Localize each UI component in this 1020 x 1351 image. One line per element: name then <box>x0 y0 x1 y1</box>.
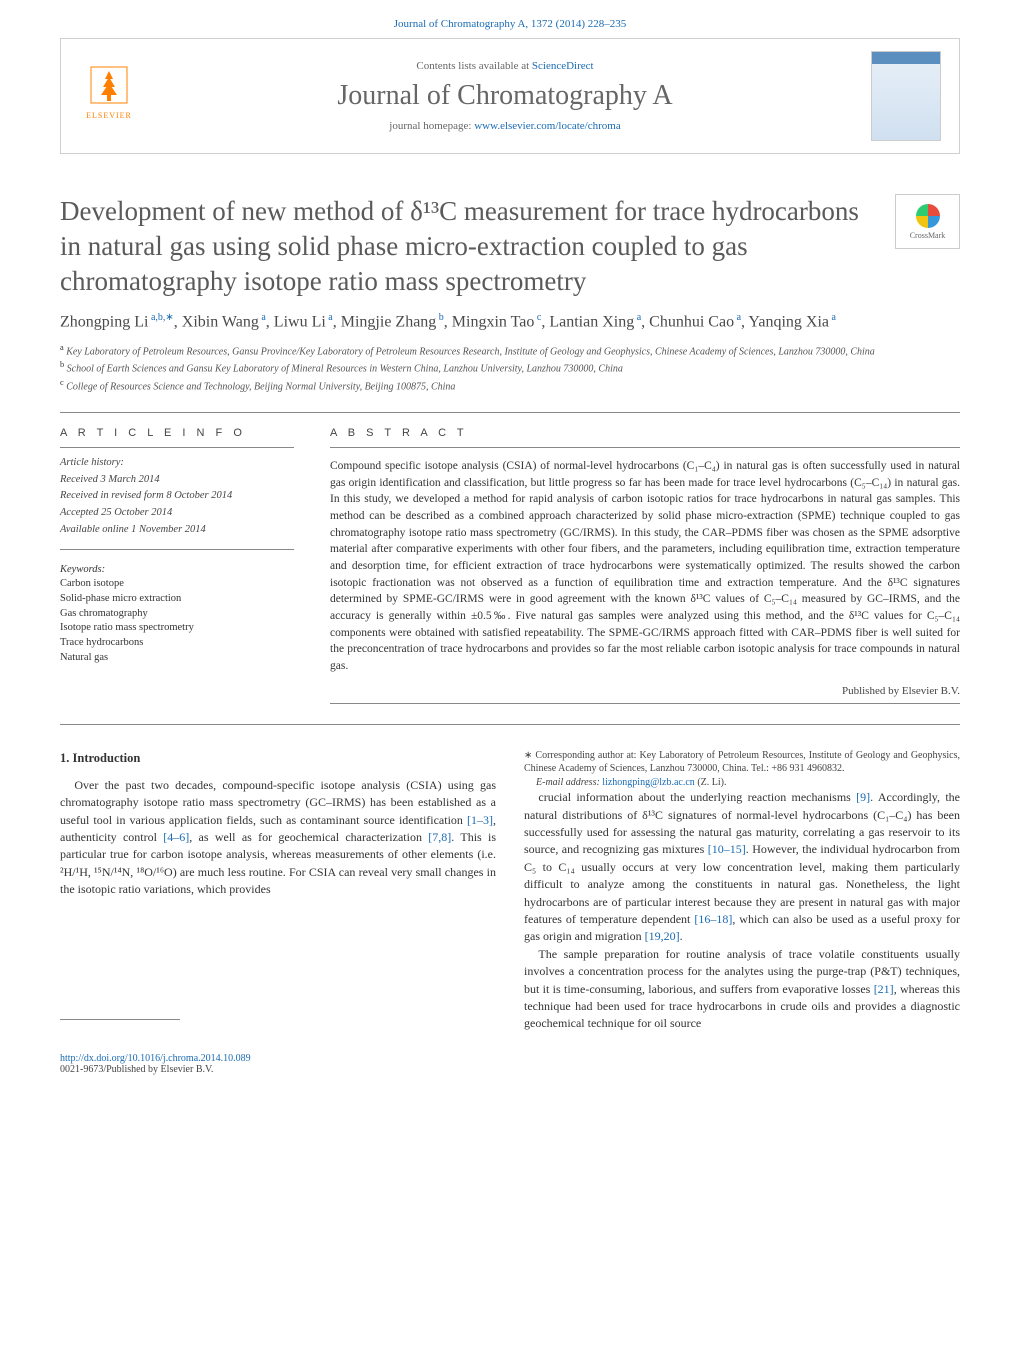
journal-name: Journal of Chromatography A <box>139 80 871 112</box>
elsevier-tree-icon <box>85 61 133 109</box>
keyword: Carbon isotope <box>60 577 294 592</box>
article-info-column: A R T I C L E I N F O Article history: R… <box>60 413 312 718</box>
homepage-prefix: journal homepage: <box>389 120 474 132</box>
doi-link[interactable]: http://dx.doi.org/10.1016/j.chroma.2014.… <box>60 1053 960 1064</box>
history-revised: Received in revised form 8 October 2014 <box>60 489 294 504</box>
history-online: Available online 1 November 2014 <box>60 523 294 538</box>
corr-email[interactable]: lizhongping@lzb.ac.cn <box>602 777 695 788</box>
publisher-line: Published by Elsevier B.V. <box>330 685 960 697</box>
abstract-text: Compound specific isotope analysis (CSIA… <box>330 458 960 675</box>
keyword: Natural gas <box>60 651 294 666</box>
ref-link[interactable]: [7,8] <box>428 830 451 844</box>
elsevier-text: ELSEVIER <box>86 111 132 120</box>
article-info-heading: A R T I C L E I N F O <box>60 427 294 439</box>
crossmark-label: CrossMark <box>910 231 946 240</box>
email-post: (Z. Li). <box>695 777 727 788</box>
top-citation[interactable]: Journal of Chromatography A, 1372 (2014)… <box>0 0 1020 38</box>
sciencedirect-link[interactable]: ScienceDirect <box>532 60 594 72</box>
keyword: Gas chromatography <box>60 607 294 622</box>
history-received: Received 3 March 2014 <box>60 473 294 488</box>
journal-cover-thumbnail <box>871 51 941 141</box>
author-list: Zhongping Li a,b,∗, Xibin Wang a, Liwu L… <box>60 311 960 334</box>
ref-link[interactable]: [1–3] <box>467 813 493 827</box>
ref-link[interactable]: [21] <box>874 982 894 996</box>
footnote-rule <box>60 1019 180 1020</box>
corresponding-footnote: ∗ Corresponding author at: Key Laborator… <box>524 749 960 790</box>
crossmark-icon <box>916 204 940 228</box>
homepage-link[interactable]: www.elsevier.com/locate/chroma <box>474 120 621 132</box>
intro-heading: 1. Introduction <box>60 749 496 767</box>
ref-link[interactable]: [19,20] <box>645 929 680 943</box>
keywords-label: Keywords: <box>60 564 294 575</box>
keyword: Isotope ratio mass spectrometry <box>60 621 294 636</box>
email-label: E-mail address: <box>536 777 602 788</box>
body-paragraph: crucial information about the underlying… <box>524 789 960 946</box>
ref-link[interactable]: [9] <box>856 790 870 804</box>
contents-line: Contents lists available at ScienceDirec… <box>139 60 871 72</box>
keyword: Trace hydrocarbons <box>60 636 294 651</box>
ref-link[interactable]: [16–18] <box>694 912 732 926</box>
abstract-column: A B S T R A C T Compound specific isotop… <box>312 413 960 718</box>
ref-link[interactable]: [10–15] <box>708 842 746 856</box>
keywords-list: Carbon isotope Solid-phase micro extract… <box>60 577 294 665</box>
issn-line: 0021-9673/Published by Elsevier B.V. <box>60 1064 960 1075</box>
crossmark-badge[interactable]: CrossMark <box>895 194 960 249</box>
divider <box>60 724 960 725</box>
journal-homepage-line: journal homepage: www.elsevier.com/locat… <box>139 120 871 132</box>
ref-link[interactable]: [4–6] <box>163 830 189 844</box>
body-text: 1. Introduction Over the past two decade… <box>60 749 960 1033</box>
body-paragraph: The sample preparation for routine analy… <box>524 946 960 1033</box>
corr-author-note: ∗ Corresponding author at: Key Laborator… <box>524 749 960 776</box>
history-accepted: Accepted 25 October 2014 <box>60 506 294 521</box>
keyword: Solid-phase micro extraction <box>60 592 294 607</box>
abstract-heading: A B S T R A C T <box>330 427 960 439</box>
history-label: Article history: <box>60 456 294 471</box>
contents-prefix: Contents lists available at <box>416 60 531 72</box>
article-title: Development of new method of δ¹³C measur… <box>60 194 960 299</box>
page-footer: http://dx.doi.org/10.1016/j.chroma.2014.… <box>60 1053 960 1075</box>
body-paragraph: Over the past two decades, compound-spec… <box>60 777 496 899</box>
elsevier-logo: ELSEVIER <box>79 61 139 131</box>
journal-header: ELSEVIER Contents lists available at Sci… <box>60 38 960 154</box>
affiliations: a Key Laboratory of Petroleum Resources,… <box>60 342 960 394</box>
